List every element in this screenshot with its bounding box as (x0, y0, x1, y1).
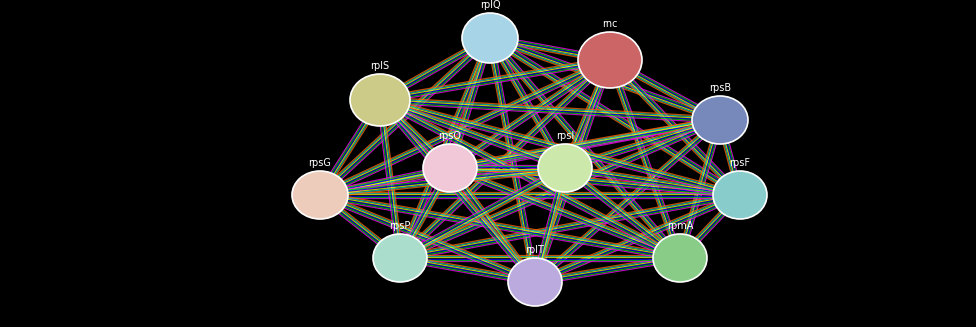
Text: rpmA: rpmA (667, 221, 693, 231)
Text: rpsF: rpsF (729, 158, 751, 168)
Text: rpsG: rpsG (308, 158, 332, 168)
Ellipse shape (538, 144, 592, 192)
Ellipse shape (508, 258, 562, 306)
Ellipse shape (692, 96, 748, 144)
Text: rplT: rplT (525, 245, 545, 255)
Ellipse shape (578, 32, 642, 88)
Text: rplQ: rplQ (479, 0, 501, 10)
Ellipse shape (292, 171, 348, 219)
Text: rpsO: rpsO (438, 131, 462, 141)
Text: rpsB: rpsB (709, 83, 731, 93)
Text: rnc: rnc (602, 19, 618, 29)
Text: rpsI: rpsI (556, 131, 574, 141)
Ellipse shape (350, 74, 410, 126)
Text: rpsP: rpsP (389, 221, 411, 231)
Ellipse shape (423, 144, 477, 192)
Ellipse shape (653, 234, 707, 282)
Ellipse shape (373, 234, 427, 282)
Ellipse shape (462, 13, 518, 63)
Ellipse shape (713, 171, 767, 219)
Text: rplS: rplS (371, 61, 389, 71)
